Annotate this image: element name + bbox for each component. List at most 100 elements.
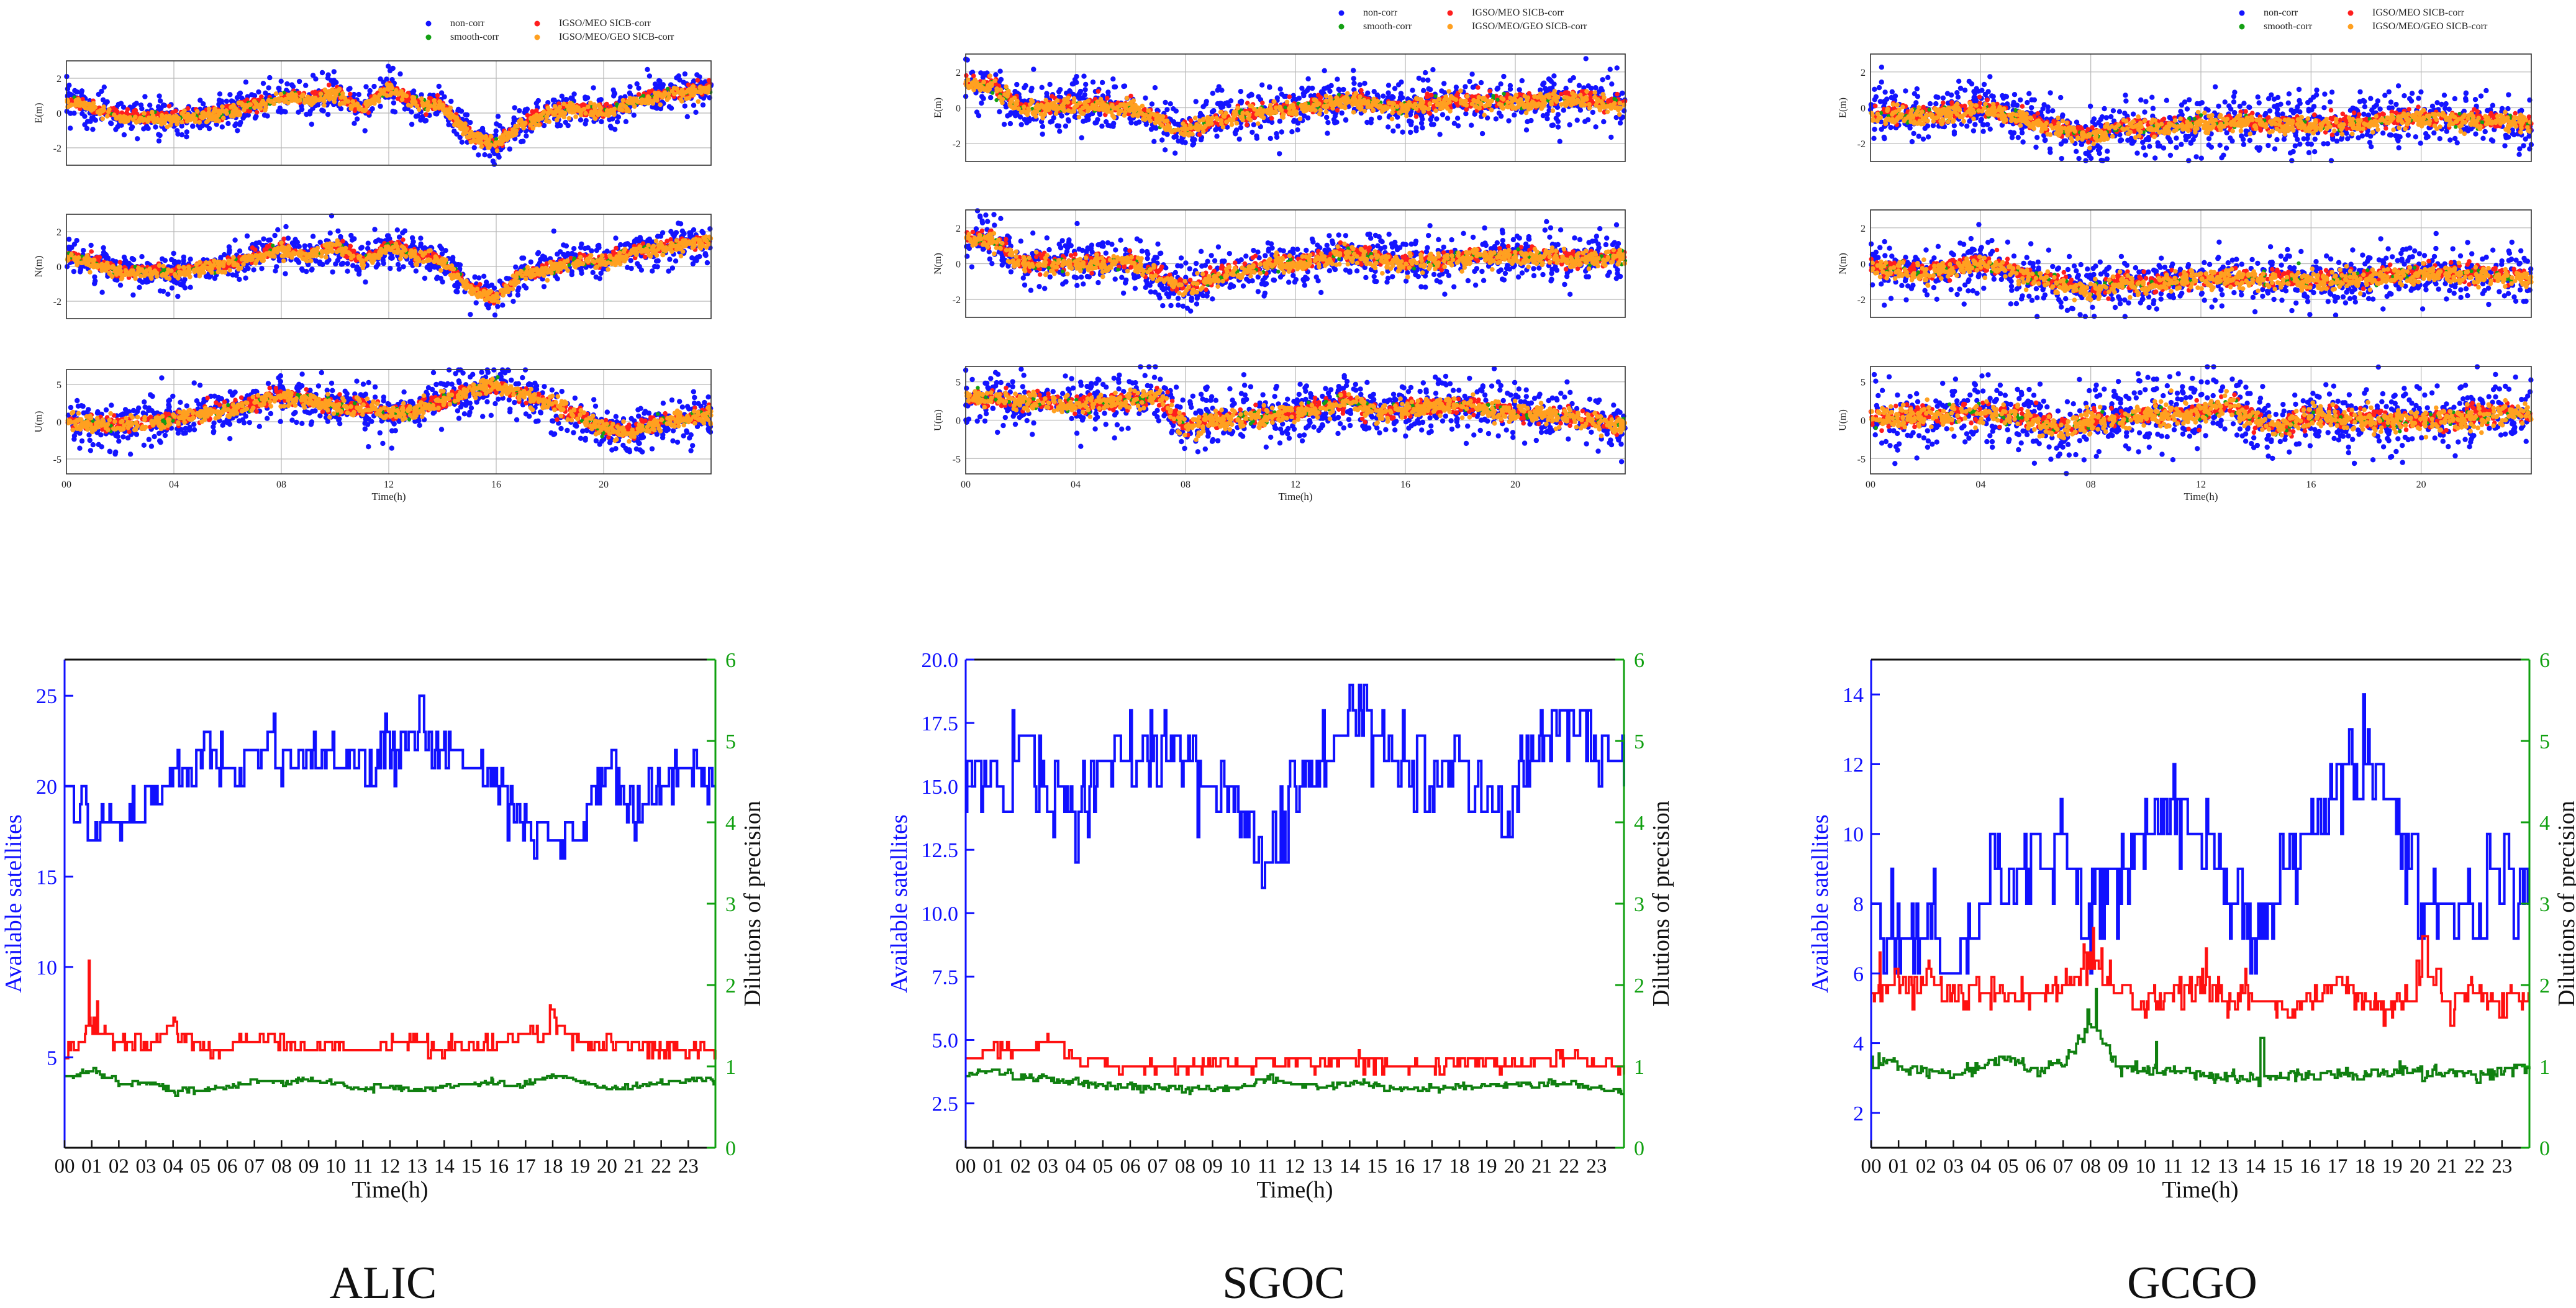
scatter-point xyxy=(607,117,612,122)
scatter-point xyxy=(605,108,610,114)
scatter-point xyxy=(108,120,114,126)
scatter-point xyxy=(409,109,414,115)
scatter-point xyxy=(418,241,424,247)
scatter-point xyxy=(179,123,184,129)
scatter-point xyxy=(293,237,298,242)
scatter-point xyxy=(646,243,651,248)
scatter-point xyxy=(696,99,701,104)
scatter-point xyxy=(578,261,584,266)
scatter-point xyxy=(160,273,165,278)
scatter-point xyxy=(471,145,477,150)
scatter-point xyxy=(342,96,348,101)
scatter-point xyxy=(226,244,232,250)
scatter-point xyxy=(348,106,354,111)
scatter-point xyxy=(515,292,521,298)
scatter-point xyxy=(335,228,341,234)
scatter-point xyxy=(620,257,625,262)
scatter-point xyxy=(156,119,161,124)
scatter-point xyxy=(650,247,655,252)
scatter-point xyxy=(661,247,666,253)
scatter-point xyxy=(604,409,610,415)
scatter-point xyxy=(250,255,255,260)
scatter-point xyxy=(609,125,614,131)
scatter-point xyxy=(624,253,629,258)
scatter-point xyxy=(130,268,136,273)
scatter-point xyxy=(582,245,588,252)
scatter-point xyxy=(438,90,445,96)
scatter-point xyxy=(342,101,347,106)
scatter-point xyxy=(402,248,408,253)
scatter-point xyxy=(346,86,351,92)
scatter-point xyxy=(446,122,451,127)
scatter-point xyxy=(261,236,266,242)
scatter-point xyxy=(593,274,599,280)
scatter-point xyxy=(689,241,695,247)
scatter-point xyxy=(548,108,553,113)
scatter-point xyxy=(389,90,394,96)
scatter-point xyxy=(278,91,284,97)
scatter-point xyxy=(130,292,136,298)
scatter-point xyxy=(325,249,330,255)
scatter-point xyxy=(227,92,233,98)
scatter-point xyxy=(144,268,149,273)
scatter-point xyxy=(448,98,454,104)
scatter-point xyxy=(611,90,617,96)
scatter-point xyxy=(189,114,194,119)
scatter-point xyxy=(620,98,626,103)
scatter-point xyxy=(487,145,492,150)
scatter-point xyxy=(378,87,383,93)
scatter-point xyxy=(691,78,697,84)
scatter-point xyxy=(678,246,683,251)
scatter-point xyxy=(437,243,443,249)
scatter-point xyxy=(414,257,419,262)
scatter-point xyxy=(674,247,679,252)
scatter-point xyxy=(515,288,521,293)
scatter-point xyxy=(181,265,186,270)
scatter-point xyxy=(330,249,335,254)
scatter-point xyxy=(345,268,350,274)
scatter-point xyxy=(463,130,468,135)
scatter-point xyxy=(574,260,579,265)
scatter-point xyxy=(142,111,147,116)
scatter-point xyxy=(365,240,371,246)
scatter-point xyxy=(438,268,443,273)
scatter-point xyxy=(627,96,633,101)
scatter-point xyxy=(224,98,229,104)
scatter-point xyxy=(261,258,266,263)
scatter-point xyxy=(571,246,577,252)
scatter-point xyxy=(472,274,478,279)
scatter-point xyxy=(356,254,361,260)
scatter-point xyxy=(284,81,290,87)
scatter-point xyxy=(629,248,634,253)
scatter-point xyxy=(184,134,189,140)
scatter-point xyxy=(634,81,640,87)
scatter-point xyxy=(518,268,524,274)
scatter-point xyxy=(273,268,278,274)
scatter-point xyxy=(206,125,212,132)
scatter-point xyxy=(558,249,563,255)
scatter-point xyxy=(98,110,103,116)
scatter-point xyxy=(684,114,691,120)
legend-label: non-corr xyxy=(450,18,485,29)
scatter-point xyxy=(166,104,172,109)
scatter-point xyxy=(137,269,142,275)
scatter-point xyxy=(317,97,322,102)
scatter-point xyxy=(100,97,106,102)
scatter-point xyxy=(243,275,248,281)
scatter-point xyxy=(184,129,189,135)
scatter-point xyxy=(401,237,406,242)
scatter-point xyxy=(703,253,709,258)
scatter-point xyxy=(432,101,438,106)
scatter-point xyxy=(302,243,307,249)
scatter-point xyxy=(478,282,483,287)
scatter-point xyxy=(463,112,468,117)
scatter-point xyxy=(156,263,162,268)
scatter-point xyxy=(400,252,405,258)
scatter-point xyxy=(432,265,437,270)
scatter-point xyxy=(483,297,488,302)
scatter-point xyxy=(665,86,670,91)
scatter-point xyxy=(633,247,638,253)
scatter-point xyxy=(320,108,326,114)
scatter-point xyxy=(579,241,584,247)
scatter-point xyxy=(378,76,383,82)
